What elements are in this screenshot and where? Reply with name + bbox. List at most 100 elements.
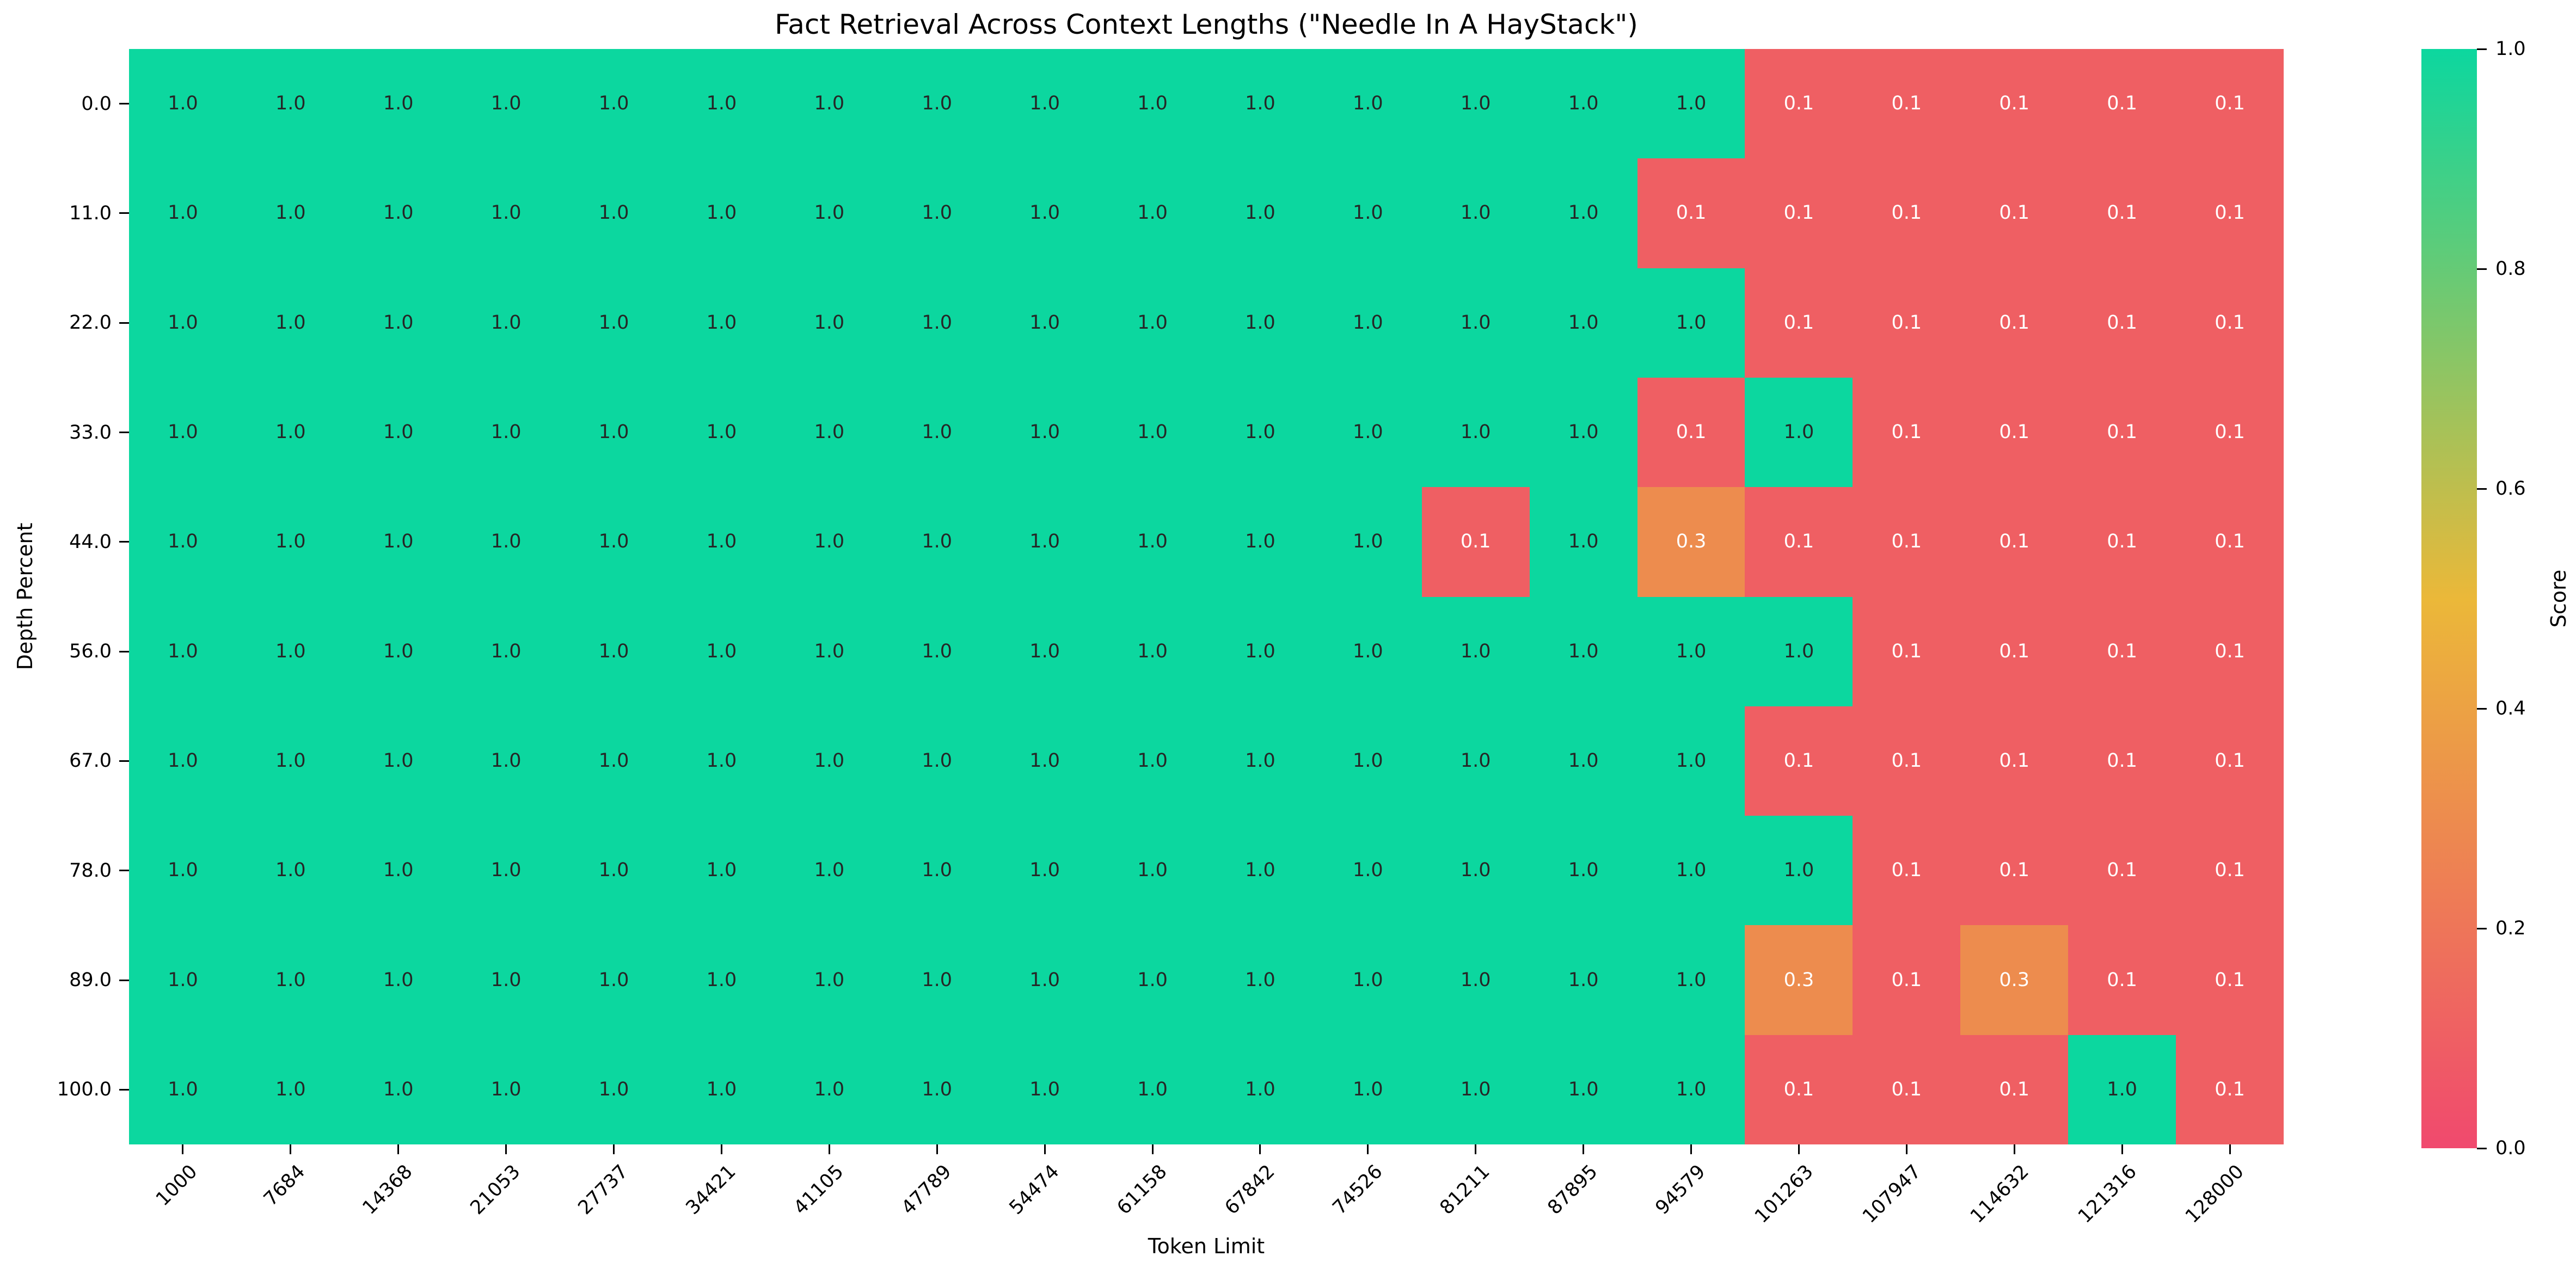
- colorbar-title: Score: [2547, 569, 2571, 628]
- heatmap-cell: 1.0: [1206, 706, 1314, 816]
- cell-value: 0.1: [1783, 749, 1814, 772]
- cell-value: 0.1: [2215, 202, 2245, 224]
- cell-value: 0.1: [1891, 749, 1922, 772]
- cell-value: 0.1: [1999, 311, 2030, 334]
- cell-value: 1.0: [275, 93, 306, 115]
- cell-value: 1.0: [814, 93, 845, 115]
- cell-value: 1.0: [490, 93, 522, 115]
- y-tick-mark: [119, 870, 129, 872]
- heatmap-cell: 1.0: [1206, 268, 1314, 378]
- heatmap-cell: 1.0: [883, 377, 991, 488]
- cell-value: 0.1: [1891, 311, 1922, 334]
- heatmap-cell: 1.0: [1421, 816, 1530, 926]
- x-tick-label-text: 94579: [1651, 1161, 1710, 1220]
- x-tick-label-text: 41105: [789, 1161, 848, 1220]
- heatmap-cell: 1.0: [560, 816, 668, 926]
- cell-value: 0.3: [1999, 969, 2030, 991]
- heatmap-cell: 0.1: [1853, 596, 1961, 706]
- cell-value: 1.0: [275, 202, 306, 224]
- heatmap-cell: 0.1: [1637, 158, 1745, 268]
- x-tick-mark: [1690, 1144, 1692, 1154]
- y-tick-mark: [119, 322, 129, 324]
- heatmap-cell: 1.0: [1529, 487, 1637, 597]
- x-tick-label-text: 121316: [2074, 1161, 2141, 1228]
- colorbar-tick-label: 0.0: [2495, 1137, 2526, 1159]
- cell-value: 1.0: [1460, 1078, 1491, 1100]
- heatmap-cell: 1.0: [560, 158, 668, 268]
- heatmap-cell: 1.0: [883, 1034, 991, 1144]
- heatmap-cell: 1.0: [236, 706, 345, 816]
- cell-value: 0.1: [1999, 531, 2030, 553]
- cell-value: 0.1: [2215, 640, 2245, 662]
- heatmap-cell: 0.1: [2176, 706, 2284, 816]
- heatmap-cell: 1.0: [236, 596, 345, 706]
- cell-value: 1.0: [598, 969, 629, 991]
- heatmap-cell: 0.1: [2068, 268, 2176, 378]
- cell-value: 0.3: [1676, 531, 1707, 553]
- heatmap-cell: 1.0: [775, 706, 884, 816]
- x-tick-mark: [613, 1144, 615, 1154]
- colorbar-tick-label: 1.0: [2495, 38, 2526, 60]
- cell-value: 1.0: [1029, 859, 1060, 882]
- heatmap-cell: 1.0: [560, 487, 668, 597]
- heatmap-cell: 1.0: [1421, 377, 1530, 488]
- cell-value: 1.0: [1568, 749, 1599, 772]
- cell-value: 1.0: [598, 93, 629, 115]
- heatmap-cell: 0.3: [1637, 487, 1745, 597]
- x-tick-label-text: 47789: [897, 1161, 956, 1220]
- heatmap-cell: 0.1: [1745, 706, 1853, 816]
- heatmap-cell: 1.0: [344, 268, 452, 378]
- heatmap-cell: 0.1: [1745, 487, 1853, 597]
- cell-value: 1.0: [275, 1078, 306, 1100]
- heatmap-cell: 0.1: [1745, 49, 1853, 159]
- heatmap-cell: 1.0: [344, 487, 452, 597]
- x-tick-label-text: 34421: [682, 1161, 740, 1220]
- heatmap-cell: 1.0: [991, 158, 1099, 268]
- heatmap-cell: 1.0: [667, 377, 776, 488]
- x-tick-label-text: 61158: [1113, 1161, 1172, 1220]
- cell-value: 0.1: [1676, 421, 1707, 444]
- x-tick-mark: [1798, 1144, 1800, 1154]
- heatmap-cell: 1.0: [1421, 1034, 1530, 1144]
- cell-value: 1.0: [1676, 859, 1707, 882]
- heatmap-cell: 1.0: [452, 268, 560, 378]
- cell-value: 0.1: [2107, 93, 2137, 115]
- heatmap-cell: 1.0: [452, 816, 560, 926]
- heatmap-cell: 1.0: [129, 925, 237, 1035]
- cell-value: 1.0: [168, 421, 198, 444]
- heatmap-cell: 1.0: [991, 487, 1099, 597]
- cell-value: 1.0: [490, 202, 522, 224]
- heatmap-cell: 1.0: [1637, 49, 1745, 159]
- cell-value: 1.0: [1676, 969, 1707, 991]
- colorbar-tick-mark: [2477, 48, 2487, 50]
- x-tick-label-text: 74526: [1328, 1161, 1387, 1220]
- cell-value: 1.0: [275, 311, 306, 334]
- x-tick-mark: [1259, 1144, 1261, 1154]
- cell-value: 0.1: [1999, 859, 2030, 882]
- x-tick-mark: [2229, 1144, 2231, 1154]
- cell-value: 0.1: [1999, 1078, 2030, 1100]
- cell-value: 1.0: [168, 93, 198, 115]
- x-tick-mark: [1151, 1144, 1154, 1154]
- heatmap-cell: 0.1: [1960, 268, 2069, 378]
- heatmap-cell: 1.0: [1099, 596, 1206, 706]
- heatmap-cell: 1.0: [991, 377, 1099, 488]
- x-axis-title: Token Limit: [1148, 1234, 1265, 1258]
- cell-value: 0.1: [1891, 1078, 1922, 1100]
- cell-value: 1.0: [598, 859, 629, 882]
- cell-value: 0.1: [1676, 202, 1707, 224]
- heatmap-cell: 1.0: [1637, 268, 1745, 378]
- heatmap-cell: 0.1: [2176, 158, 2284, 268]
- heatmap-cell: 1.0: [775, 49, 884, 159]
- heatmap-cell: 0.1: [1960, 377, 2069, 488]
- heatmap-cell: 1.0: [1099, 49, 1206, 159]
- cell-value: 1.0: [922, 749, 953, 772]
- heatmap-cell: 1.0: [1314, 487, 1422, 597]
- cell-value: 1.0: [1029, 93, 1060, 115]
- cell-value: 1.0: [1137, 93, 1168, 115]
- cell-value: 1.0: [1353, 859, 1383, 882]
- heatmap-cell: 1.0: [452, 1034, 560, 1144]
- cell-value: 1.0: [275, 640, 306, 662]
- heatmap-cell: 1.0: [1421, 158, 1530, 268]
- heatmap-cell: 1.0: [883, 268, 991, 378]
